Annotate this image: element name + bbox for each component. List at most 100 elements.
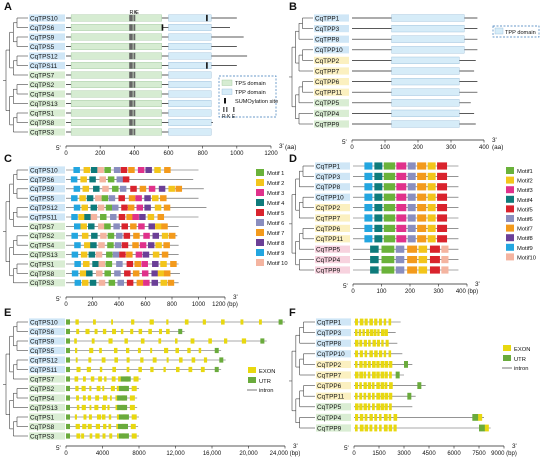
- motif-block: [74, 261, 81, 267]
- panel-letter-C: C: [4, 153, 12, 165]
- motif-block: [113, 167, 121, 173]
- motif-block: [417, 224, 427, 232]
- exon-block: [110, 385, 115, 392]
- exon-block: [101, 357, 106, 363]
- axis-tick-label: 6000: [447, 451, 461, 457]
- motif-block: [383, 224, 396, 232]
- exon-block: [81, 385, 86, 392]
- exon-block: [364, 414, 368, 421]
- motif-block: [130, 185, 137, 192]
- motif-block: [93, 185, 100, 192]
- exon-block: [129, 404, 135, 411]
- gene-label-bg: [29, 346, 65, 355]
- gene-label: CqTPP2: [317, 362, 342, 369]
- sumoylation-site: [161, 24, 164, 31]
- motif-block: [101, 195, 109, 202]
- motif-block: [105, 261, 113, 267]
- exon-block: [367, 371, 371, 379]
- legend-swatch-motif: [506, 224, 514, 232]
- gene-label: CqTPS6: [30, 177, 55, 184]
- exon-block: [116, 414, 120, 420]
- exon-block: [369, 318, 373, 326]
- axis-tick-label: 300: [433, 289, 444, 295]
- exon-block: [163, 366, 166, 373]
- gene-label: CqTPP5: [315, 100, 340, 107]
- gene-label-bg: [29, 375, 65, 383]
- gene-label-bg: [29, 33, 65, 41]
- exon-block: [372, 361, 376, 368]
- motif-block: [407, 183, 416, 191]
- exon-block: [102, 385, 105, 392]
- exon-block: [359, 350, 363, 358]
- motif-block: [383, 204, 396, 212]
- utr-block: [395, 371, 400, 379]
- tps-domain: [70, 71, 162, 79]
- legend-swatch-motif: [256, 209, 264, 216]
- motif-block: [154, 204, 162, 211]
- exon-block: [140, 357, 144, 363]
- motif-block: [120, 167, 128, 173]
- gene-label: CqTPS4: [30, 91, 55, 98]
- exon-block: [384, 329, 388, 336]
- motif-block: [396, 235, 407, 243]
- exon-block: [374, 318, 378, 326]
- exon-block: [383, 318, 387, 326]
- tpp-domain: [168, 52, 212, 60]
- motif-block: [437, 162, 448, 170]
- legend-label-motif: Motif7: [517, 227, 533, 233]
- rk-site: [133, 128, 136, 136]
- tpp-domain: [391, 77, 460, 86]
- legend-label-exon: EXON: [259, 369, 275, 375]
- motif-block: [374, 214, 383, 222]
- legend-label-intron: intron: [259, 388, 274, 394]
- motif-block: [437, 183, 448, 191]
- exon-block: [101, 404, 106, 411]
- gene-label: CqTPS11: [30, 367, 58, 374]
- motif-block: [73, 204, 81, 211]
- motif-block: [429, 266, 440, 274]
- legend-label-motif: Motif 1: [267, 171, 284, 177]
- exon-block: [166, 357, 169, 363]
- tpp-domain: [168, 100, 212, 107]
- legend-label-motif: Motif 8: [267, 241, 284, 247]
- motif-block: [83, 167, 91, 173]
- exon-block: [175, 338, 178, 344]
- motif-block: [124, 270, 131, 277]
- axis-tick-label: 7500: [472, 451, 486, 457]
- motif-block: [441, 266, 449, 274]
- axis-tick-label: 400: [129, 151, 140, 157]
- motif-block: [374, 172, 383, 180]
- motif-block: [417, 172, 427, 180]
- gene-label: CqTPS1: [30, 261, 55, 268]
- exon-block: [380, 392, 385, 400]
- exon-block: [129, 395, 135, 401]
- gene-label: CqTPP9: [317, 425, 342, 432]
- five-prime-label: 5': [344, 445, 349, 452]
- exon-block: [364, 350, 368, 358]
- exon-block: [364, 318, 368, 326]
- exon-block: [116, 433, 119, 439]
- exon-block: [112, 328, 116, 335]
- motif-block: [104, 223, 111, 230]
- motif-block: [427, 162, 436, 170]
- tpp-domain: [168, 24, 212, 31]
- rk-site: [129, 33, 132, 41]
- exon-block: [367, 361, 371, 368]
- legend-label-motif: Motif 5: [267, 211, 284, 217]
- tps-domain: [70, 119, 162, 126]
- axis-tick-label: 16,000: [203, 451, 222, 457]
- rk-site: [130, 71, 133, 79]
- legend-label-motif: Motif4: [517, 198, 534, 204]
- gene-label: CqTPP10: [317, 351, 345, 358]
- gene-label: CqTPS7: [30, 224, 55, 231]
- motif-block: [90, 214, 98, 220]
- motif-block: [427, 172, 436, 180]
- motif-block: [417, 183, 427, 191]
- utr-block: [278, 319, 283, 325]
- motif-block: [78, 214, 85, 220]
- exon-block: [131, 414, 137, 420]
- rk-site: [129, 100, 132, 107]
- gene-label-bg: [316, 318, 351, 326]
- exon-block: [126, 357, 130, 363]
